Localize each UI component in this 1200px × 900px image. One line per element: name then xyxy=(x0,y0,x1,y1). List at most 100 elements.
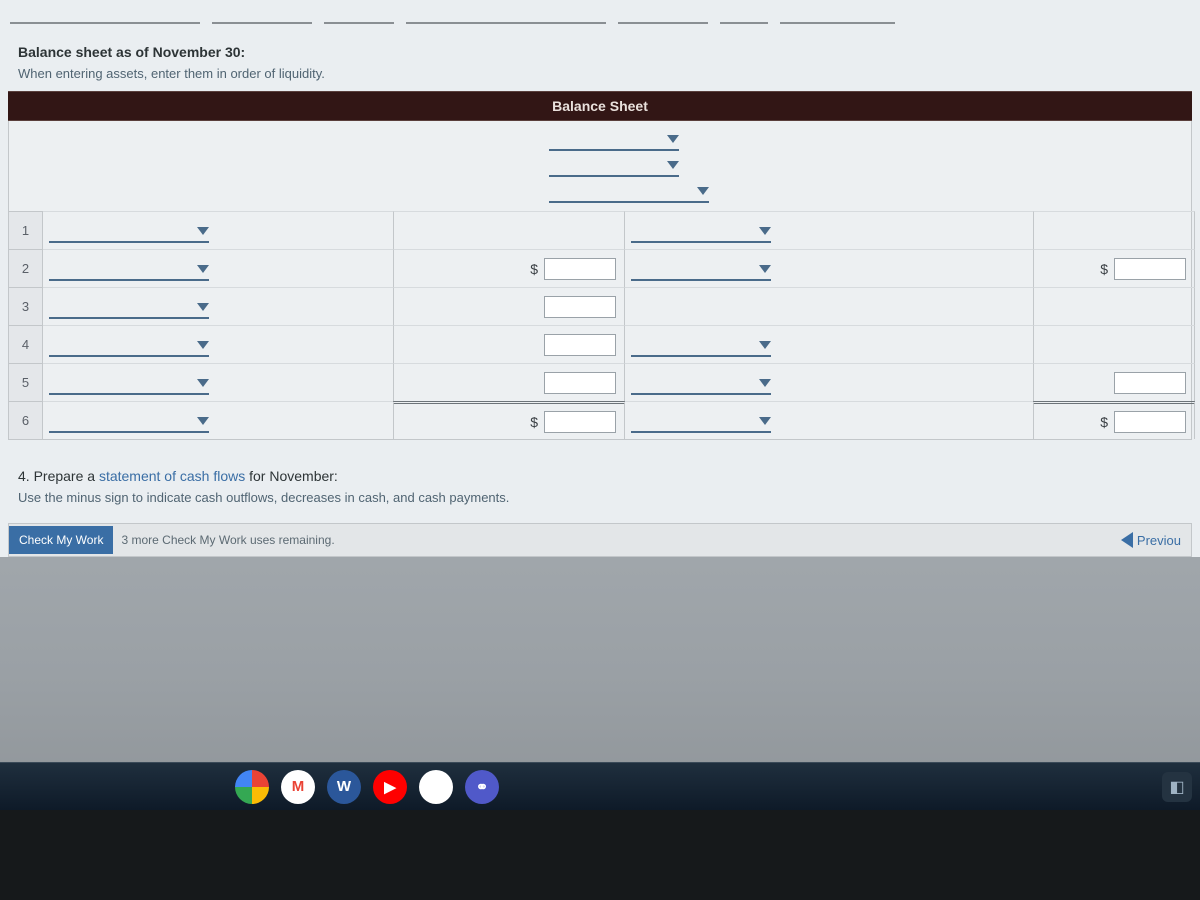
spacer-cell xyxy=(223,249,393,287)
chevron-down-icon xyxy=(197,265,209,273)
gmail-icon[interactable]: M xyxy=(281,770,315,804)
amount-input[interactable] xyxy=(1114,372,1186,394)
header-dropdown[interactable] xyxy=(549,179,709,203)
table-row: 3 xyxy=(9,287,1191,325)
tray-screenshot-icon[interactable]: ◧ xyxy=(1162,772,1192,802)
dollar-sign: $ xyxy=(530,261,538,277)
os-taskbar: MW ▶ ▶ ⚭ ◧ xyxy=(0,762,1200,810)
liab-equity-cell xyxy=(625,401,803,439)
grid-body: 12 $ $3456 $ $ xyxy=(9,211,1191,439)
chevron-down-icon xyxy=(697,187,709,195)
worksheet-page: Balance sheet as of November 30: When en… xyxy=(0,0,1200,557)
chevron-down-icon xyxy=(667,161,679,169)
chevron-down-icon xyxy=(759,227,771,235)
amount-cell-left: $ xyxy=(393,249,625,287)
word-icon[interactable]: W xyxy=(327,770,361,804)
account-cell xyxy=(43,249,223,287)
q4-suffix: for November: xyxy=(245,468,338,484)
amount-cell-left xyxy=(393,287,625,325)
table-title-band: Balance Sheet xyxy=(8,91,1192,121)
amount-input[interactable] xyxy=(544,411,616,433)
previous-button[interactable]: Previou xyxy=(1121,532,1185,548)
amount-cell-left xyxy=(393,211,625,249)
check-my-work-remaining: 3 more Check My Work uses remaining. xyxy=(121,533,334,547)
dropdown[interactable] xyxy=(631,257,771,281)
play-icon[interactable]: ▶ xyxy=(419,770,453,804)
dropdown[interactable] xyxy=(549,153,679,177)
previous-label: Previou xyxy=(1137,533,1181,548)
question-4: 4. Prepare a statement of cash flows for… xyxy=(18,468,1182,505)
table-row: 6 $ $ xyxy=(9,401,1191,439)
dropdown[interactable] xyxy=(49,409,209,433)
amount-input[interactable] xyxy=(1114,258,1186,280)
table-row: 5 xyxy=(9,363,1191,401)
spacer-cell xyxy=(223,325,393,363)
chevron-down-icon xyxy=(197,303,209,311)
youtube-icon[interactable]: ▶ xyxy=(373,770,407,804)
dropdown[interactable] xyxy=(49,219,209,243)
dropdown[interactable] xyxy=(631,333,771,357)
table-row: 2 $ $ xyxy=(9,249,1191,287)
row-number: 2 xyxy=(9,249,43,287)
row-number: 6 xyxy=(9,401,43,439)
amount-cell-right xyxy=(1033,325,1195,363)
chevron-down-icon xyxy=(197,227,209,235)
dropdown[interactable] xyxy=(631,219,771,243)
amount-cell-left xyxy=(393,325,625,363)
top-ruled-segments xyxy=(10,4,1190,24)
q4-prefix: 4. Prepare a xyxy=(18,468,99,484)
dropdown[interactable] xyxy=(49,333,209,357)
spacer-cell xyxy=(803,249,1033,287)
row-number: 4 xyxy=(9,325,43,363)
dollar-sign: $ xyxy=(1100,261,1108,277)
balance-sheet-grid: 12 $ $3456 $ $ xyxy=(8,121,1192,440)
dropdown[interactable] xyxy=(49,257,209,281)
amount-input[interactable] xyxy=(1114,411,1186,433)
spacer-cell xyxy=(803,325,1033,363)
header-dropdown[interactable] xyxy=(549,153,679,177)
amount-input[interactable] xyxy=(544,334,616,356)
spacer-cell xyxy=(223,401,393,439)
dropdown[interactable] xyxy=(49,295,209,319)
dropdown[interactable] xyxy=(49,371,209,395)
chrome-icon[interactable] xyxy=(235,770,269,804)
header-dropdown[interactable] xyxy=(549,127,679,151)
account-cell xyxy=(43,325,223,363)
amount-cell-right xyxy=(1033,211,1195,249)
check-my-work-button[interactable]: Check My Work xyxy=(9,526,113,554)
amount-cell-left xyxy=(393,363,625,401)
section-heading: Balance sheet as of November 30: xyxy=(18,44,1182,60)
account-cell xyxy=(43,287,223,325)
row-number: 1 xyxy=(9,211,43,249)
footer-bar: Check My Work 3 more Check My Work uses … xyxy=(8,523,1192,557)
dropdown[interactable] xyxy=(549,179,709,203)
amount-input[interactable] xyxy=(544,372,616,394)
row-number: 3 xyxy=(9,287,43,325)
q4-link[interactable]: statement of cash flows xyxy=(99,468,245,484)
spacer-cell xyxy=(803,363,1033,401)
dropdown[interactable] xyxy=(631,409,771,433)
bottom-dark-region xyxy=(0,810,1200,900)
table-row: 1 xyxy=(9,211,1191,249)
chevron-down-icon xyxy=(759,341,771,349)
chevron-down-icon xyxy=(197,379,209,387)
top-segment xyxy=(212,4,312,24)
account-cell xyxy=(43,211,223,249)
amount-input[interactable] xyxy=(544,296,616,318)
account-cell xyxy=(43,363,223,401)
top-segment xyxy=(324,4,394,24)
dropdown[interactable] xyxy=(631,371,771,395)
top-segment xyxy=(780,4,895,24)
top-segment xyxy=(720,4,768,24)
dollar-sign: $ xyxy=(1100,414,1108,430)
amount-cell-left: $ xyxy=(393,401,625,439)
table-row: 4 xyxy=(9,325,1191,363)
amount-input[interactable] xyxy=(544,258,616,280)
spacer-cell xyxy=(223,363,393,401)
dollar-sign: $ xyxy=(530,414,538,430)
top-segment xyxy=(10,4,200,24)
dropdown[interactable] xyxy=(549,127,679,151)
grid-header-area xyxy=(9,121,1191,211)
amount-cell-right: $ xyxy=(1033,401,1195,439)
teams-icon[interactable]: ⚭ xyxy=(465,770,499,804)
